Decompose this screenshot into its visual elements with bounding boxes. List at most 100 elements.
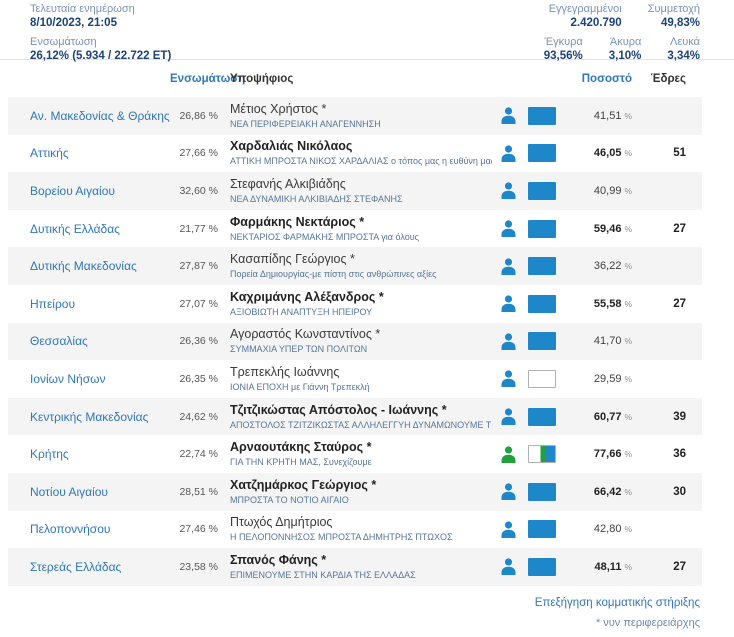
candidate-name: Κασαπίδης Γεώργιος * bbox=[230, 252, 355, 267]
row-integration-value: 27,66 % bbox=[179, 147, 218, 160]
party-flag-icon bbox=[528, 445, 556, 464]
row-integration-value: 26,86 % bbox=[179, 109, 218, 122]
valid-label: Έγκυρα bbox=[544, 36, 583, 48]
integration-column-header[interactable]: Ενσωμάτωση bbox=[170, 72, 246, 85]
candidate-party-label: ΝΕΑ ΔΥΝΑΜΙΚΗ ΑΛΚΙΒΙΑΔΗΣ ΣΤΕΦΑΝΗΣ bbox=[230, 193, 403, 204]
row-integration-value: 27,87 % bbox=[179, 260, 218, 273]
table-row: Αν. Μακεδονίας & Θράκης 26,86 % Μέτιος Χ… bbox=[8, 97, 702, 135]
region-link[interactable]: Ηπείρου bbox=[30, 296, 76, 311]
invalid-label: Άκυρα bbox=[609, 36, 642, 48]
percentage-value: 55,58 bbox=[593, 297, 622, 310]
region-link[interactable]: Αττικής bbox=[30, 146, 69, 161]
row-integration-value: 32,60 % bbox=[179, 184, 218, 197]
invalid-stat: Άκυρα 3,10% bbox=[609, 36, 642, 64]
percent-sign: % bbox=[624, 449, 632, 460]
percentage-value: 29,59 bbox=[593, 372, 622, 385]
percentage-value: 40,99 bbox=[593, 184, 622, 197]
percent-sign: % bbox=[624, 298, 632, 309]
percent-sign: % bbox=[624, 524, 632, 535]
candidate-party-label: ΕΠΙΜΕΝΟΥΜΕ ΣΤΗΝ ΚΑΡΔΙΑ ΤΗΣ ΕΛΛΑΔΑΣ bbox=[230, 569, 416, 580]
percentage-value: 66,42 bbox=[593, 485, 622, 498]
percentage-value: 59,46 bbox=[593, 222, 622, 235]
candidate-party-label: Πορεία Δημιουργίας-με πίστη στις ανθρώπι… bbox=[230, 269, 437, 280]
row-integration-value: 23,58 % bbox=[179, 560, 218, 573]
blank-value: 3,34% bbox=[667, 50, 700, 62]
last-update-label: Τελευταία ενημέρωση bbox=[30, 3, 135, 15]
table-row: Αττικής 27,66 % Χαρδαλιάς Νικόλαος ΑΤΤΙΚ… bbox=[8, 135, 702, 173]
candidate-party-label: ΓΙΑ ΤΗΝ ΚΡΗΤΗ ΜΑΣ, Συνεχίζουμε bbox=[230, 457, 372, 468]
region-link[interactable]: Θεσσαλίας bbox=[30, 334, 88, 349]
percent-sign: % bbox=[624, 336, 632, 347]
person-icon bbox=[501, 145, 516, 162]
percent-sign: % bbox=[624, 411, 632, 422]
table-row: Νοτίου Αιγαίου 28,51 % Χατζημάρκος Γεώργ… bbox=[8, 472, 702, 511]
region-link[interactable]: Στερεάς Ελλάδας bbox=[30, 559, 122, 574]
blank-label: Λευκά bbox=[670, 36, 700, 48]
candidate-name: Τζιτζικώστας Απόστολος - Ιωάννης * bbox=[230, 402, 447, 417]
integration-stat: Ενσωμάτωση 26,12% (5.934 / 22.722 ΕΤ) bbox=[30, 36, 171, 64]
person-icon bbox=[501, 483, 516, 501]
table-row: Στερεάς Ελλάδας 23,58 % Σπανός Φάνης * Ε… bbox=[8, 548, 702, 586]
region-link[interactable]: Νοτίου Αιγαίου bbox=[30, 484, 108, 499]
party-flag-icon bbox=[528, 144, 556, 163]
table-footer: Επεξήγηση κομματικής στήριξης * νυν περι… bbox=[0, 586, 734, 630]
person-icon bbox=[501, 558, 516, 576]
person-icon bbox=[501, 333, 516, 350]
percent-sign: % bbox=[624, 185, 632, 196]
registered-value: 2.420.790 bbox=[570, 17, 622, 29]
invalid-value: 3,10% bbox=[608, 50, 642, 62]
candidate-name: Καχριμάνης Αλέξανδρος * bbox=[230, 289, 384, 304]
header-divider bbox=[0, 59, 734, 60]
table-row: Κεντρικής Μακεδονίας 24,62 % Τζιτζικώστα… bbox=[8, 397, 702, 436]
seats-value: 30 bbox=[673, 485, 686, 498]
seats-value: 27 bbox=[673, 222, 686, 235]
candidate-party-label: ΑΞΙΟΒΙΩΤΗ ΑΝΑΠΤΥΞΗ ΗΠΕΙΡΟΥ bbox=[230, 306, 373, 317]
candidate-party-label: ΑΠΟΣΤΟΛΟΣ ΤΖΙΤΖΙΚΩΣΤΑΣ ΑΛΛΗΛΕΓΓΥΗ ΔΥΝΑΜΩ… bbox=[230, 419, 492, 430]
integration-value: 26,12% (5.934 / 22.722 ΕΤ) bbox=[30, 50, 172, 62]
seats-value: 27 bbox=[673, 560, 686, 573]
registered-label: Εγγεγραμμένοι bbox=[548, 3, 622, 15]
candidate-name: Χατζημάρκος Γεώργιος * bbox=[230, 477, 377, 492]
percentage-value: 77,66 bbox=[593, 448, 622, 461]
region-link[interactable]: Ιονίων Νήσων bbox=[30, 371, 106, 386]
percentage-value: 42,80 bbox=[593, 523, 622, 536]
region-link[interactable]: Κρήτης bbox=[30, 447, 69, 462]
party-flag-icon bbox=[528, 257, 556, 276]
person-icon bbox=[501, 258, 516, 275]
party-flag-icon bbox=[528, 369, 556, 388]
region-link[interactable]: Βορείου Αιγαίου bbox=[30, 183, 115, 198]
table-row: Ιονίων Νήσων 26,35 % Τρεπεκλής Ιωάννης Ι… bbox=[8, 360, 702, 398]
region-link[interactable]: Αν. Μακεδονίας & Θράκης bbox=[30, 108, 170, 123]
party-flag-icon bbox=[528, 482, 556, 501]
party-flag-icon bbox=[528, 557, 556, 576]
percentage-value: 36,22 bbox=[593, 260, 622, 273]
turnout-label: Συμμετοχή bbox=[647, 3, 700, 15]
blank-stat: Λευκά 3,34% bbox=[667, 36, 700, 64]
candidate-name: Αρναουτάκης Σταύρος * bbox=[230, 440, 372, 455]
turnout-stat: Συμμετοχή 49,83% bbox=[648, 3, 700, 31]
candidate-party-label: ΜΠΡΟΣΤΑ ΤΟ ΝΟΤΙΟ ΑΙΓΑΙΟ bbox=[230, 494, 349, 505]
party-flag-icon bbox=[528, 219, 556, 238]
summary-header: Τελευταία ενημέρωση 8/10/2023, 21:05 Ενσ… bbox=[0, 0, 734, 62]
percentage-value: 41,70 bbox=[593, 335, 622, 348]
row-integration-value: 21,77 % bbox=[179, 222, 218, 235]
percentage-column-header[interactable]: Ποσοστό bbox=[581, 72, 632, 85]
person-icon bbox=[501, 107, 516, 125]
region-link[interactable]: Δυτικής Μακεδονίας bbox=[30, 259, 137, 274]
candidate-party-label: ΝΕΚΤΑΡΙΟΣ ΦΑΡΜΑΚΗΣ ΜΠΡΟΣΤΑ για όλους bbox=[230, 231, 419, 242]
party-flag-icon bbox=[528, 294, 556, 313]
region-link[interactable]: Κεντρικής Μακεδονίας bbox=[30, 409, 149, 424]
seats-value: 51 bbox=[673, 147, 686, 160]
region-link[interactable]: Πελοποννήσου bbox=[30, 522, 111, 537]
registered-stat: Εγγεγραμμένοι 2.420.790 bbox=[549, 3, 622, 31]
party-support-legend-link[interactable]: Επεξήγηση κομματικής στήριξης bbox=[534, 596, 700, 609]
candidate-name: Τρεπεκλής Ιωάννης bbox=[230, 364, 340, 379]
person-icon bbox=[501, 295, 516, 313]
row-integration-value: 28,51 % bbox=[179, 485, 218, 498]
region-link[interactable]: Δυτικής Ελλάδας bbox=[30, 221, 120, 236]
row-integration-value: 27,07 % bbox=[179, 297, 218, 310]
party-flag-icon bbox=[528, 106, 556, 125]
table-row: Δυτικής Ελλάδας 21,77 % Φαρμάκης Νεκτάρι… bbox=[8, 210, 702, 248]
row-integration-value: 22,74 % bbox=[179, 448, 218, 461]
candidate-party-label: Η ΠΕΛΟΠΟΝΝΗΣΟΣ ΜΠΡΟΣΤΑ ΔΗΜΗΤΡΗΣ ΠΤΩΧΟΣ bbox=[230, 532, 453, 543]
